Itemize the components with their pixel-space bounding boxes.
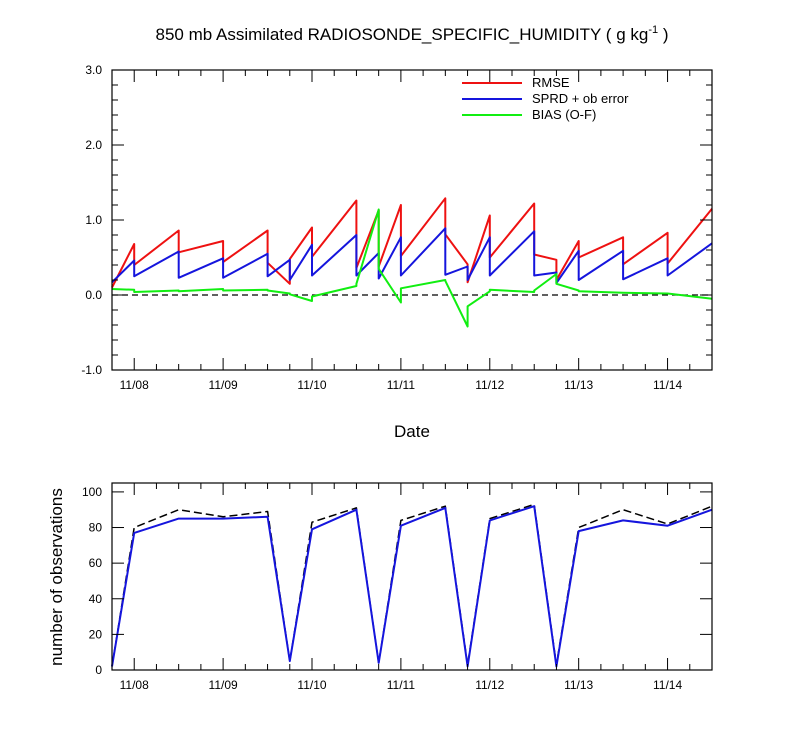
x-tick-label: 11/09	[209, 678, 238, 692]
y-axis-label-observations: number of observations	[47, 488, 66, 666]
x-tick-label: 11/10	[297, 678, 326, 692]
top-plot-frame	[111, 69, 713, 371]
legend-label-1: RMSE	[532, 75, 570, 90]
y-tick-label: 60	[89, 556, 103, 570]
observations-panel: 11/08 11/09 11/10 11/11 11/12 11/13 11/14 0 20 40…	[82, 482, 713, 692]
legend-label-2: SPRD + ob error	[532, 91, 629, 106]
x-tick-label: 11/13	[564, 678, 593, 692]
bottom-plot-frame	[111, 482, 713, 671]
series-line-bias-o-f	[111, 208, 713, 328]
x-tick-label: 11/10	[297, 378, 326, 392]
x-tick-label: 11/09	[209, 378, 238, 392]
x-tick-label: 11/08	[120, 678, 149, 692]
y-tick-label: 0	[95, 663, 102, 677]
x-tick-label: 11/14	[653, 678, 682, 692]
x-tick-label: 11/12	[475, 378, 504, 392]
x-tick-label: 11/13	[564, 378, 593, 392]
y-tick-label: 20	[89, 627, 103, 641]
series-line-observations-assimilated	[111, 505, 713, 668]
y-tick-label: 0.0	[85, 288, 102, 302]
x-tick-label: 11/11	[387, 678, 416, 692]
y-tick-label: 1.0	[85, 213, 102, 227]
y-tick-label: 80	[89, 521, 103, 535]
x-tick-label: 11/14	[653, 378, 682, 392]
series-line-rmse	[111, 197, 713, 288]
series-line-sprd-ob-error	[111, 227, 713, 284]
bias-rmse-panel: 11/08 11/09 11/10 11/11 11/12 11/13 11/14 -1.0 0…	[81, 63, 713, 392]
y-tick-label: 2.0	[85, 138, 102, 152]
x-axis-label: Date	[394, 422, 430, 441]
y-tick-label: 40	[89, 592, 103, 606]
x-tick-label: 11/12	[475, 678, 504, 692]
series-line-observations-available	[111, 503, 713, 667]
legend-label-3: BIAS (O-F)	[532, 107, 596, 122]
y-tick-label: 100	[82, 485, 102, 499]
y-tick-label: -1.0	[81, 363, 102, 377]
x-tick-label: 11/08	[120, 378, 149, 392]
chart-title: 850 mb Assimilated RADIOSONDE_SPECIFIC_H…	[156, 24, 669, 44]
x-tick-label: 11/11	[387, 378, 416, 392]
y-tick-label: 3.0	[85, 63, 102, 77]
